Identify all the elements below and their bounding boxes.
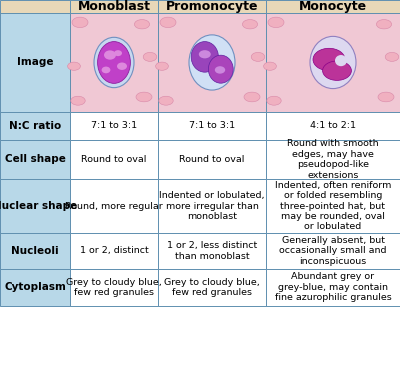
Ellipse shape [244, 92, 260, 102]
Ellipse shape [242, 19, 258, 29]
Ellipse shape [199, 50, 211, 58]
Ellipse shape [310, 37, 356, 89]
Text: Image: Image [17, 57, 53, 68]
Bar [70, 112, 158, 140]
Bar [0, 140, 70, 179]
Text: Grey to cloudy blue,
few red granules: Grey to cloudy blue, few red granules [164, 278, 260, 297]
Bar [0, 233, 70, 269]
Bar [70, 269, 158, 306]
Ellipse shape [68, 62, 80, 70]
Text: Round with smooth
edges, may have
pseudopod-like
extensions: Round with smooth edges, may have pseudo… [287, 140, 379, 179]
Bar [158, 140, 266, 179]
Ellipse shape [264, 62, 276, 70]
Bar [70, 179, 158, 233]
Bar [266, 112, 400, 140]
Ellipse shape [251, 52, 265, 62]
Bar [158, 112, 266, 140]
Ellipse shape [208, 55, 233, 83]
Ellipse shape [335, 55, 347, 66]
Bar [0, 13, 70, 112]
Ellipse shape [156, 62, 168, 70]
Text: Cytoplasm: Cytoplasm [4, 282, 66, 292]
Text: Grey to cloudy blue,
few red granules: Grey to cloudy blue, few red granules [66, 278, 162, 297]
Bar [0, 269, 70, 306]
Ellipse shape [385, 52, 399, 62]
Text: 7:1 to 3:1: 7:1 to 3:1 [91, 121, 137, 131]
Ellipse shape [215, 66, 225, 74]
Ellipse shape [72, 17, 88, 28]
Bar [266, 13, 400, 112]
Ellipse shape [313, 48, 345, 70]
Text: 7:1 to 3:1: 7:1 to 3:1 [189, 121, 235, 131]
Ellipse shape [267, 96, 281, 105]
Ellipse shape [94, 37, 134, 88]
Text: Generally absent, but
occasionally small and
inconspicuous: Generally absent, but occasionally small… [279, 236, 387, 266]
Text: Monocyte: Monocyte [299, 0, 367, 13]
Ellipse shape [159, 96, 173, 105]
Text: Monoblast: Monoblast [78, 0, 150, 13]
Bar [266, 140, 400, 179]
Text: Round to oval: Round to oval [81, 155, 147, 164]
Bar [0, 179, 70, 233]
Ellipse shape [268, 17, 284, 28]
Bar [70, 233, 158, 269]
Text: Nuclear shape: Nuclear shape [0, 201, 77, 211]
Bar [70, 140, 158, 179]
Ellipse shape [117, 62, 127, 70]
Text: Promonocyte: Promonocyte [166, 0, 258, 13]
Ellipse shape [102, 66, 110, 73]
Text: Indented, often reniform
or folded resembling
three-pointed hat, but
may be roun: Indented, often reniform or folded resem… [275, 181, 391, 231]
Bar [266, 269, 400, 306]
Text: 4:1 to 2:1: 4:1 to 2:1 [310, 121, 356, 131]
Text: 1 or 2, less distinct
than monoblast: 1 or 2, less distinct than monoblast [167, 241, 257, 261]
Bar [158, 269, 266, 306]
Bar [266, 233, 400, 269]
Bar [158, 179, 266, 233]
Ellipse shape [136, 92, 152, 102]
Ellipse shape [376, 19, 392, 29]
Text: Indented or lobulated,
more irregular than
monoblast: Indented or lobulated, more irregular th… [159, 191, 265, 221]
Text: N:C ratio: N:C ratio [9, 121, 61, 131]
Text: Round, more regular: Round, more regular [65, 201, 163, 211]
Ellipse shape [71, 96, 85, 105]
Ellipse shape [323, 61, 352, 80]
Ellipse shape [378, 92, 394, 102]
Ellipse shape [160, 17, 176, 28]
Ellipse shape [134, 19, 150, 29]
Ellipse shape [104, 50, 116, 60]
Bar [158, 13, 266, 112]
Ellipse shape [143, 52, 157, 62]
Bar [70, 0, 158, 13]
Bar [158, 233, 266, 269]
Ellipse shape [191, 41, 218, 72]
Bar [0, 0, 70, 13]
Ellipse shape [98, 42, 130, 84]
Text: Abundant grey or
grey-blue, may contain
fine azurophilic granules: Abundant grey or grey-blue, may contain … [275, 272, 391, 302]
Bar [0, 112, 70, 140]
Ellipse shape [114, 50, 122, 56]
Bar [266, 179, 400, 233]
Text: Nucleoli: Nucleoli [11, 246, 59, 256]
Bar [158, 0, 266, 13]
Text: Round to oval: Round to oval [179, 155, 245, 164]
Text: Cell shape: Cell shape [4, 154, 66, 164]
Ellipse shape [189, 35, 235, 90]
Bar [70, 13, 158, 112]
Bar [266, 0, 400, 13]
Text: 1 or 2, distinct: 1 or 2, distinct [80, 246, 148, 256]
